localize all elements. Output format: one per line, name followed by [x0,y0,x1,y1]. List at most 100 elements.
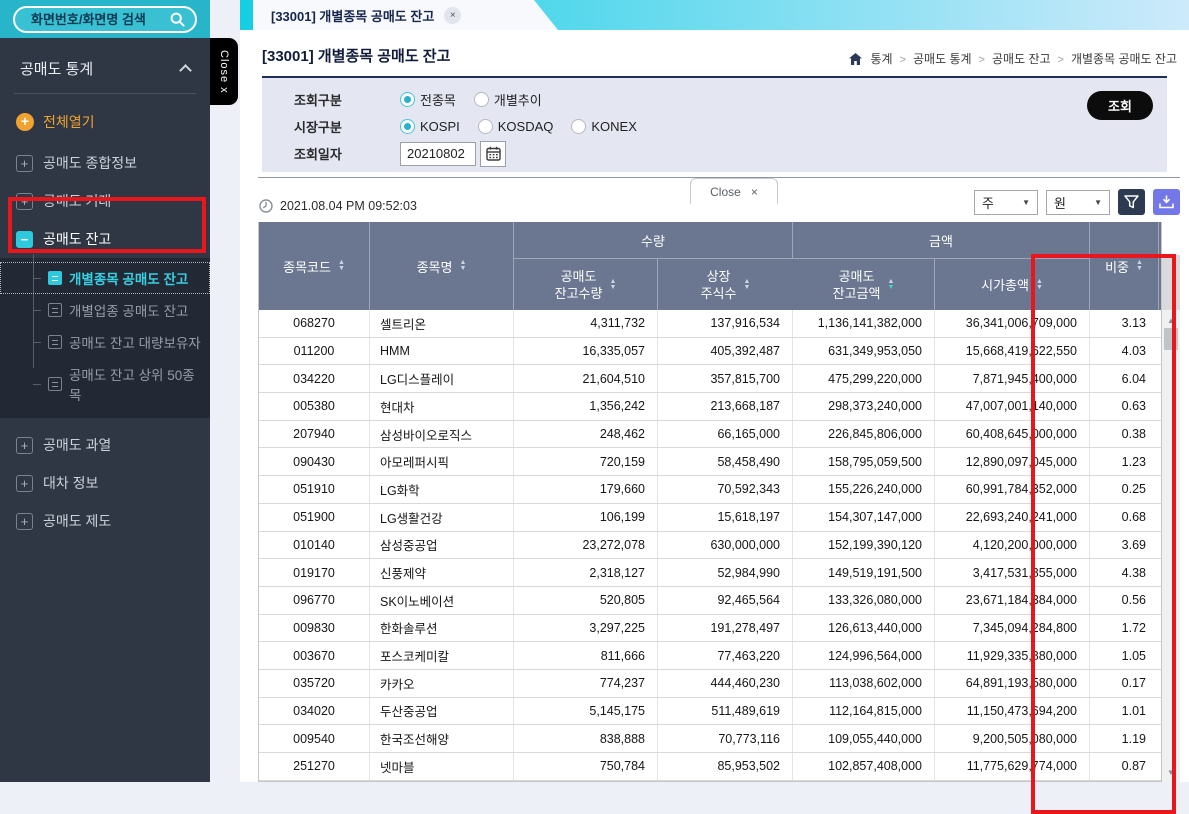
filter-button[interactable] [1118,189,1145,215]
sidebar-item-label: 공매도 잔고 [43,231,112,247]
radio-kospi[interactable]: KOSPI [400,119,460,134]
table-row[interactable]: 251270 넷마블 750,784 85,953,502 102,857,40… [259,753,1161,781]
sidebar-item-overheated[interactable]: + 공매도 과열 [0,426,210,464]
table-row[interactable]: 051910 LG화학 179,660 70,592,343 155,226,2… [259,476,1161,504]
sidebar-section-header[interactable]: 공매도 통계 [0,38,210,93]
sidebar-item-short-balance[interactable]: − 공매도 잔고 [0,220,210,258]
radio-icon[interactable] [473,92,489,107]
cell-market-cap: 47,007,001,140,000 [935,393,1090,420]
table-row[interactable]: 051900 LG생활건강 106,199 15,618,197 154,307… [259,503,1161,532]
home-icon[interactable] [849,52,863,65]
col-header-name[interactable]: 종목명 ▲ ▼ [370,222,514,310]
col-header-listed-shares[interactable]: 상장 주식수 ▲ ▼ [658,258,793,310]
scrollbar-thumb[interactable] [1164,328,1178,350]
col-header-short-amount[interactable]: 공매도 잔고금액 ▲ ▼ [793,258,935,310]
radio-kosdaq[interactable]: KOSDAQ [477,119,553,134]
radio-all-stocks[interactable]: 전종목 [400,90,456,109]
cell-short-amount: 158,795,059,500 [793,448,935,476]
unit-dropdown-shares[interactable]: 주 ▼ [974,189,1038,215]
table-row[interactable]: 009830 한화솔루션 3,297,225 191,278,497 126,6… [259,614,1161,643]
radio-icon[interactable] [571,119,587,134]
cell-short-amount: 155,226,240,000 [793,476,935,503]
sidebar-item-short-trading[interactable]: + 공매도 거래 [0,182,210,220]
col-header-short-qty[interactable]: 공매도 잔고수량 ▲ ▼ [514,258,658,310]
col-header-market-cap[interactable]: 시가총액 ▲ ▼ [935,258,1090,310]
sort-icon[interactable]: ▲ ▼ [743,277,751,291]
search-icon[interactable] [170,12,185,27]
calendar-button[interactable] [480,140,506,167]
breadcrumb-item[interactable]: 통계 [870,52,893,66]
radio-individual-trend[interactable]: 개별추이 [473,90,542,109]
cell-market-cap: 15,668,419,622,550 [935,337,1090,365]
table-row[interactable]: 090430 아모레퍼시픽 720,159 58,458,490 158,795… [259,448,1161,477]
sort-icon[interactable]: ▲ ▼ [1135,259,1143,272]
table-row[interactable]: 005380 현대차 1,356,242 213,668,187 298,373… [259,393,1161,421]
result-close-tab[interactable]: Close × [690,178,778,204]
sort-icon-active[interactable]: ▲ ▼ [887,277,895,291]
sort-icon[interactable]: ▲ ▼ [337,259,345,272]
breadcrumb-item[interactable]: 개별종목 공매도 잔고 [1070,52,1177,66]
sort-icon[interactable]: ▲ ▼ [609,277,617,291]
cell-name: LG디스플레이 [370,365,514,393]
col-header-code[interactable]: 종목코드 ▲ ▼ [259,222,370,310]
tab-close-icon[interactable]: × [444,7,461,24]
sort-icon[interactable]: ▲ ▼ [1035,277,1043,291]
cell-code: 009830 [259,614,370,642]
radio-icon-selected[interactable] [400,92,415,107]
vertical-scrollbar[interactable]: ▲ ▼ [1162,310,1180,782]
tree-tick [33,277,41,279]
cell-weight: 1.19 [1121,731,1146,746]
plus-circle-icon: + [16,113,34,131]
radio-icon[interactable] [477,119,493,134]
sidebar-subitem-top50[interactable]: 공매도 잔고 상위 50종목 [0,358,210,410]
table-row[interactable]: 096770 SK이노베이션 520,805 92,465,564 133,32… [259,586,1161,615]
table-row[interactable]: 009540 한국조선해양 838,888 70,773,116 109,055… [259,725,1161,753]
table-row[interactable]: 019170 신풍제약 2,318,127 52,984,990 149,519… [259,559,1161,587]
sidebar-subitem-large-holders[interactable]: 공매도 잔고 대량보유자 [0,326,210,358]
table-row[interactable]: 034020 두산중공업 5,145,175 511,489,619 112,1… [259,697,1161,726]
breadcrumb-item[interactable]: 공매도 잔고 [991,52,1051,66]
cell-short-qty: 520,805 [514,586,658,614]
sidebar-subitem-industry[interactable]: 개별업종 공매도 잔고 [0,294,210,326]
sidebar-item-lending[interactable]: + 대차 정보 [0,464,210,502]
cell-code: 011200 [259,337,370,365]
document-tab[interactable]: [33001] 개별종목 공매도 잔고 × [253,0,558,30]
breadcrumb-item[interactable]: 공매도 통계 [913,52,972,66]
cell-code: 034220 [259,365,370,393]
sidebar-expand-all[interactable]: + 전체열기 [0,100,210,144]
radio-label: KOSPI [420,119,460,134]
search-input-wrapper[interactable] [13,5,197,33]
table-row[interactable]: 034220 LG디스플레이 21,604,510 357,815,700 47… [259,365,1161,394]
sidebar-item-regulation[interactable]: + 공매도 제도 [0,502,210,540]
search-input[interactable] [31,11,170,27]
table-row[interactable]: 010140 삼성중공업 23,272,078 630,000,000 152,… [259,531,1161,560]
query-button[interactable]: 조회 [1087,91,1153,120]
table-row[interactable]: 035720 카카오 774,237 444,460,230 113,038,6… [259,669,1161,698]
table-row[interactable]: 068270 셀트리온 4,311,732 137,916,534 1,136,… [259,310,1161,338]
list-icon [48,377,62,391]
col-header-weight[interactable]: 비중 ▲ ▼ [1090,222,1159,310]
cell-listed-shares: 15,618,197 [658,503,793,531]
sidebar-close-tab[interactable]: Close x [210,38,238,105]
sidebar-section-title: 공매도 통계 [20,61,94,78]
radio-konex[interactable]: KONEX [571,119,637,134]
cell-code: 034020 [259,697,370,725]
unit-dropdown-currency[interactable]: 원 ▼ [1046,189,1110,215]
cell-short-amount: 152,199,390,120 [793,531,935,559]
table-row[interactable]: 207940 삼성바이오로직스 248,462 66,165,000 226,8… [259,420,1161,449]
form-row-query-type: 조회구분 전종목 개별추이 [262,86,1167,113]
download-button[interactable] [1153,189,1180,215]
sidebar-subitem-individual-stock[interactable]: 개별종목 공매도 잔고 [0,262,210,294]
radio-icon-selected[interactable] [400,119,415,134]
table-row[interactable]: 011200 HMM 16,335,057 405,392,487 631,34… [259,337,1161,366]
cell-weight: 1.01 [1121,703,1146,718]
table-row[interactable]: 003670 포스코케미칼 811,666 77,463,220 124,996… [259,642,1161,670]
plus-box-icon: + [16,436,33,454]
scroll-up-button[interactable]: ▲ [1167,315,1175,325]
close-tab-x-icon[interactable]: × [750,184,758,199]
cell-market-cap: 60,991,784,352,000 [935,476,1090,503]
date-input[interactable] [400,141,476,166]
sidebar-item-short-summary[interactable]: + 공매도 종합정보 [0,144,210,182]
sort-icon[interactable]: ▲ ▼ [459,259,467,272]
scroll-down-button[interactable]: ▼ [1167,767,1175,777]
